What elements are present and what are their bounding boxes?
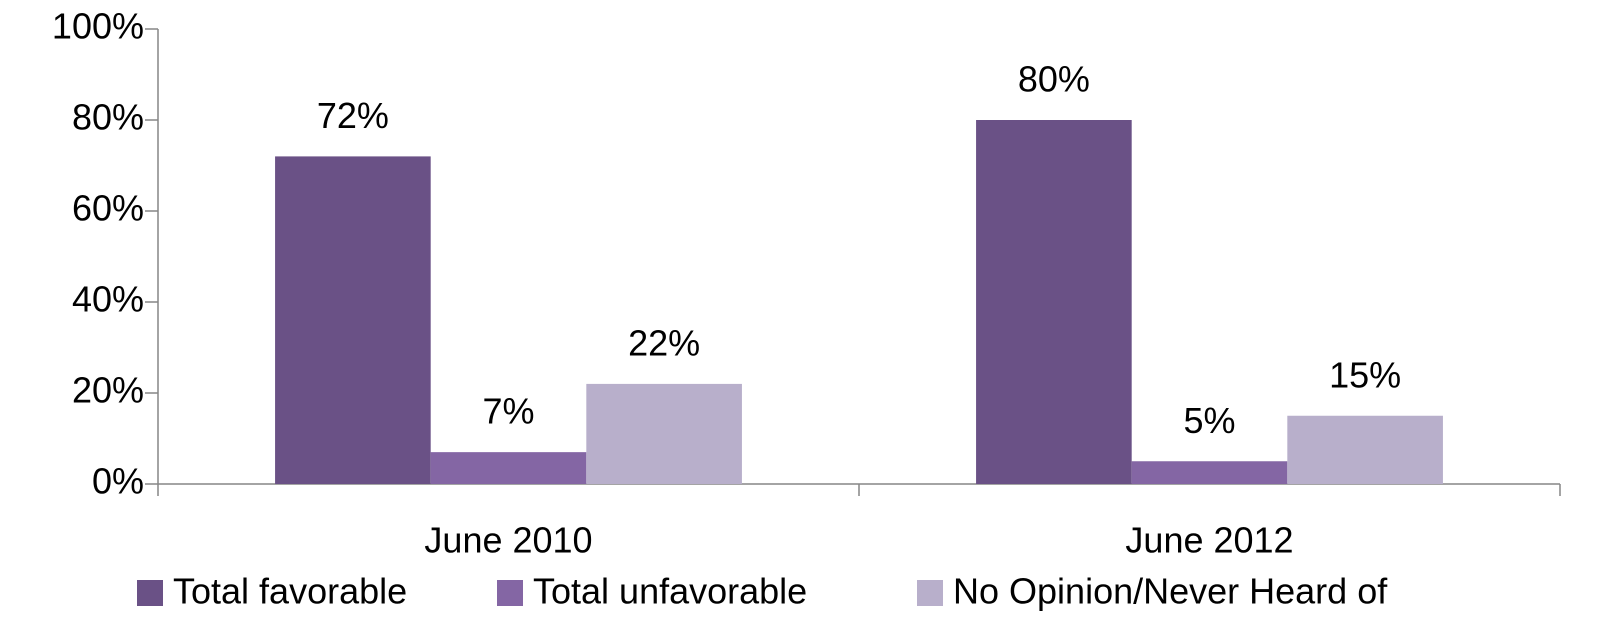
value-label: 7% (482, 391, 534, 432)
legend-label: Total unfavorable (533, 571, 807, 612)
y-tick-label: 100% (52, 6, 144, 47)
value-label: 5% (1183, 400, 1235, 441)
y-tick-label: 0% (92, 461, 144, 502)
bar (1287, 415, 1443, 484)
legend-swatch (137, 580, 163, 606)
value-label: 72% (317, 95, 389, 136)
value-label: 80% (1018, 59, 1090, 100)
y-tick-label: 20% (72, 370, 144, 411)
bar (586, 383, 742, 484)
y-tick-label: 60% (72, 188, 144, 229)
value-label: 22% (628, 322, 700, 363)
legend-label: Total favorable (173, 571, 407, 612)
legend-swatch (497, 580, 523, 606)
legend-label: No Opinion/Never Heard of (953, 571, 1388, 612)
bar (976, 120, 1132, 484)
x-tick-label: June 2012 (1125, 520, 1293, 561)
y-tick-label: 80% (72, 97, 144, 138)
y-tick-label: 40% (72, 279, 144, 320)
bar (275, 156, 431, 484)
x-tick-label: June 2010 (424, 520, 592, 561)
legend-swatch (917, 580, 943, 606)
value-label: 15% (1329, 354, 1401, 395)
bar (1131, 461, 1288, 484)
bar (430, 452, 587, 484)
